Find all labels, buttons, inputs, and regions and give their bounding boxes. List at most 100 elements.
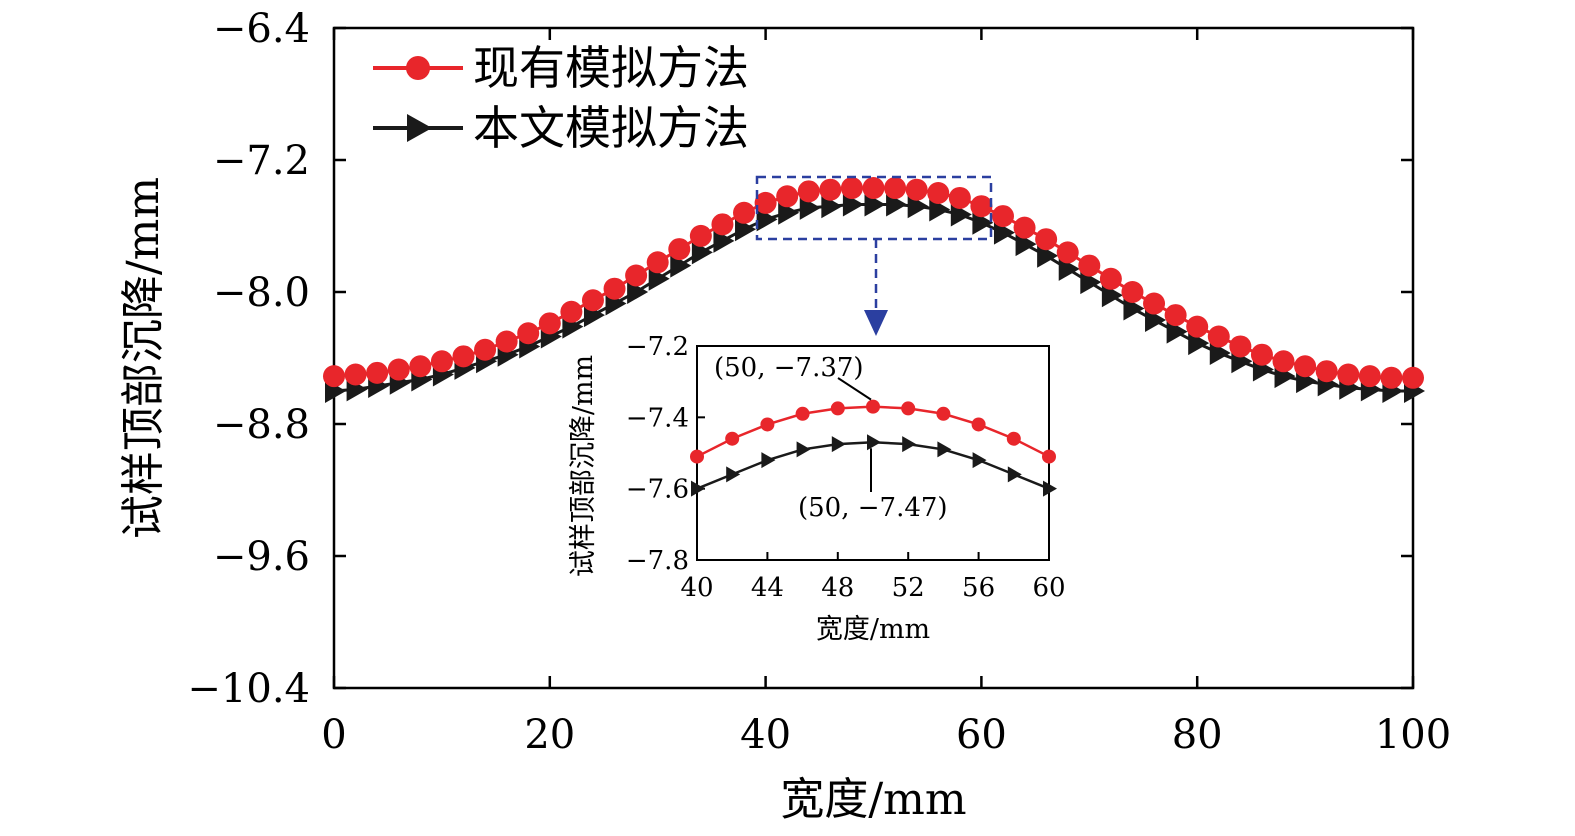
- y-tick-label: −8.0: [213, 270, 310, 316]
- data-point-circle: [1250, 343, 1273, 366]
- main-plot: 0 20 40 60 80 100 −6.4 −7.2 −8.0 −8.8 −9.6 −10.4 宽度/…: [118, 6, 1451, 825]
- y-tick-label: −10.4: [187, 666, 310, 712]
- inset-data-point-triangle: [867, 434, 881, 451]
- data-point-circle: [430, 350, 453, 373]
- data-point-circle: [344, 363, 367, 386]
- data-point-triangle: [1166, 319, 1188, 344]
- inset-data-point-circle: [971, 417, 986, 432]
- legend-label: 本文模拟方法: [473, 101, 749, 155]
- data-point-triangle: [950, 202, 972, 227]
- data-point-triangle: [1015, 232, 1037, 257]
- data-point-triangle: [929, 197, 951, 222]
- data-point-circle: [840, 177, 863, 200]
- data-point-circle: [625, 264, 648, 287]
- data-point-circle: [927, 182, 950, 204]
- inset-x-tick-label: 52: [892, 573, 925, 603]
- inset-y-axis-title: 试样顶部沉降/mm: [568, 355, 599, 577]
- y-tick-label: −6.4: [213, 6, 310, 52]
- data-point-triangle: [691, 240, 713, 265]
- data-point-circle: [797, 180, 820, 203]
- data-point-circle: [905, 178, 928, 201]
- legend-marker-triangle: [407, 114, 432, 142]
- inset-data-point-circle: [830, 401, 845, 416]
- data-point-circle: [538, 312, 561, 335]
- data-point-triangle: [670, 253, 692, 278]
- inset-data-point-triangle: [902, 436, 917, 453]
- data-point-triangle: [993, 220, 1015, 245]
- inset-x-tick-label: 60: [1032, 573, 1065, 603]
- annotation-label: (50, −7.47): [798, 493, 948, 523]
- data-point-circle: [1315, 360, 1338, 383]
- data-point-triangle: [756, 207, 778, 232]
- data-point-circle: [1229, 335, 1252, 358]
- data-point-circle: [1013, 216, 1036, 239]
- data-point-circle: [819, 178, 842, 201]
- data-point-circle: [409, 355, 432, 378]
- data-point-circle: [1056, 241, 1079, 264]
- annotation-leader-line: [837, 377, 872, 401]
- data-point-circle: [970, 195, 993, 218]
- data-point-circle: [668, 238, 691, 261]
- y-tick-label: −8.8: [213, 402, 310, 448]
- x-tick-label: 40: [740, 712, 791, 758]
- inset-data-point-circle: [795, 406, 810, 421]
- data-point-triangle: [1101, 283, 1123, 308]
- data-point-circle: [1078, 254, 1101, 277]
- inset-y-tick-label: −7.4: [626, 403, 689, 433]
- data-point-triangle: [821, 194, 843, 219]
- y-tick-label: −7.2: [213, 138, 310, 184]
- data-point-circle: [1121, 281, 1144, 303]
- data-point-triangle: [713, 228, 735, 253]
- inset-x-tick-label: 48: [821, 573, 854, 603]
- data-point-circle: [646, 251, 669, 274]
- data-point-circle: [1272, 350, 1295, 373]
- data-point-triangle: [735, 217, 757, 242]
- data-point-triangle: [886, 192, 908, 217]
- inset-data-point-circle: [866, 399, 880, 414]
- data-point-circle: [1186, 315, 1209, 338]
- inset-data-point-triangle: [972, 452, 987, 469]
- inset-data-point-circle: [1006, 431, 1021, 446]
- inset-y-tick-label: −7.6: [626, 475, 689, 505]
- data-point-circle: [1164, 304, 1187, 327]
- data-point-circle: [603, 277, 626, 300]
- x-axis-title: 宽度/mm: [780, 774, 966, 825]
- data-point-circle: [452, 345, 475, 368]
- x-tick-label: 0: [321, 712, 346, 758]
- data-point-triangle: [842, 192, 864, 217]
- data-point-triangle: [799, 195, 821, 220]
- data-point-circle: [1358, 365, 1381, 388]
- inset-x-tick-label: 44: [751, 573, 784, 603]
- legend-marker-circle: [406, 56, 430, 80]
- data-point-circle: [387, 358, 410, 381]
- inset-data-point-triangle: [726, 466, 741, 483]
- inset-x-axis-title: 宽度/mm: [816, 614, 930, 645]
- data-point-circle: [560, 300, 583, 323]
- data-point-circle: [1337, 363, 1360, 386]
- y-tick-label: −9.6: [213, 534, 310, 580]
- data-point-triangle: [1209, 341, 1231, 366]
- data-point-circle: [991, 205, 1014, 228]
- inset-y-tick-label: −7.8: [626, 546, 689, 576]
- data-point-triangle: [864, 192, 886, 217]
- data-point-circle: [862, 177, 885, 200]
- x-tick-label: 20: [524, 712, 575, 758]
- inset-data-point-circle: [690, 449, 704, 464]
- inset-plot: 40 44 48 52 56 60 −7.2 −7.4 −7.6 −7.8 宽度/mm 试样顶部沉降/…: [568, 332, 1066, 645]
- x-tick-label: 100: [1375, 712, 1451, 758]
- inset-data-point-circle: [936, 406, 951, 421]
- data-point-triangle: [1188, 331, 1210, 356]
- inset-data-point-triangle: [1007, 466, 1022, 483]
- inset-data-point-circle: [760, 417, 775, 432]
- data-point-triangle: [1123, 296, 1145, 321]
- inset-data-point-triangle: [1043, 480, 1057, 497]
- data-point-triangle: [778, 200, 800, 225]
- annotation-label: (50, −7.37): [714, 353, 864, 383]
- plot-frame: [332, 26, 1415, 690]
- data-point-circle: [1294, 355, 1317, 378]
- data-point-circle: [495, 330, 518, 353]
- data-point-circle: [581, 289, 604, 312]
- zoom-arrow-head: [864, 310, 888, 336]
